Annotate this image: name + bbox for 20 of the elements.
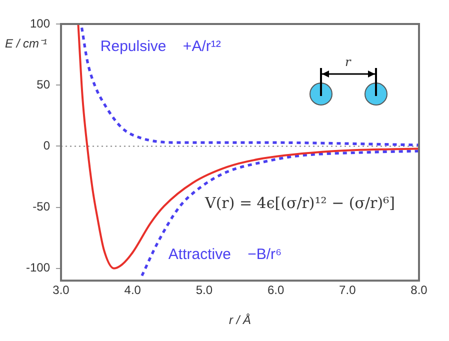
x-axis-title: r / Å bbox=[229, 312, 252, 327]
series-label: Attractive −B/r⁶ bbox=[168, 246, 282, 264]
line-series bbox=[80, 26, 419, 146]
x-tick-label: 5.0 bbox=[196, 283, 213, 298]
series-label: Repulsive +A/r¹² bbox=[100, 38, 221, 56]
x-tick-label: 4.0 bbox=[124, 283, 142, 298]
y-tick-label: 50 bbox=[36, 77, 50, 92]
annotation: V(r) = 4ϵ[(σ/r)¹² − (σ/r)⁶] bbox=[205, 194, 395, 212]
x-tick-label: 3.0 bbox=[52, 283, 70, 298]
line-series bbox=[140, 150, 419, 278]
x-tick-label: 6.0 bbox=[267, 283, 284, 298]
y-tick-label: -50 bbox=[32, 200, 50, 214]
y-tick-label: -100 bbox=[26, 260, 50, 275]
y-axis-title: E / cm⁻¹ bbox=[5, 36, 48, 50]
y-tick-label: 100 bbox=[30, 16, 50, 30]
line-series bbox=[77, 24, 419, 270]
x-tick-label: 7.0 bbox=[339, 283, 356, 298]
annotation: r bbox=[345, 55, 351, 69]
y-tick-label: 0 bbox=[43, 138, 50, 153]
x-tick-label: 8.0 bbox=[410, 283, 428, 298]
